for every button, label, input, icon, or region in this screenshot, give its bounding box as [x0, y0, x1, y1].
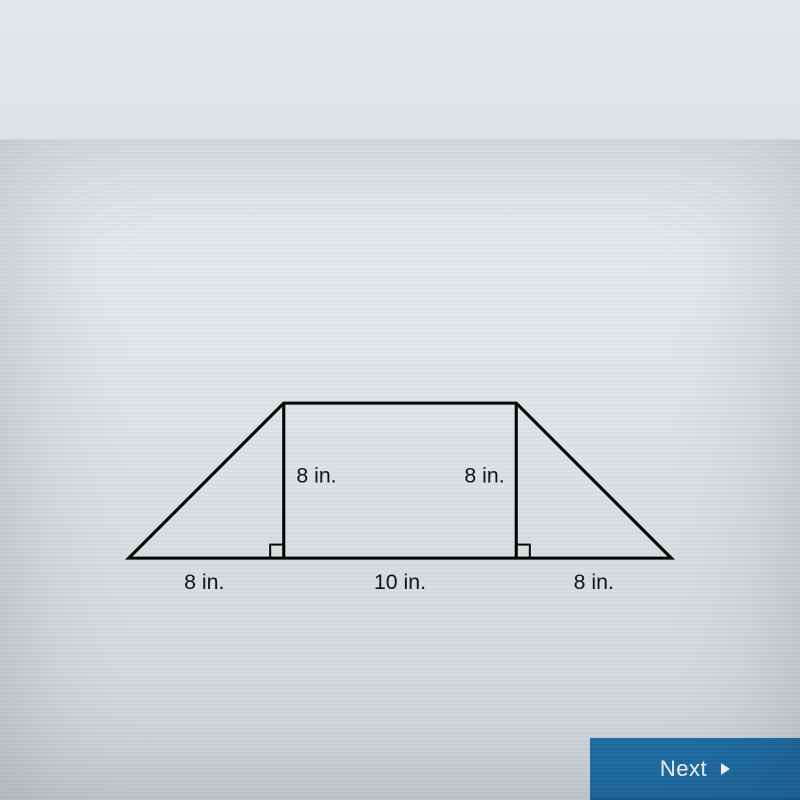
screenshot-frame: 8 in. 8 in. 8 in. 10 in. 8 in. Next [0, 0, 800, 800]
trapezoid-diagram: 8 in. 8 in. 8 in. 10 in. 8 in. [90, 370, 710, 630]
label-height-left: 8 in. [296, 464, 336, 488]
label-height-right: 8 in. [464, 464, 504, 488]
browser-top-band [0, 0, 800, 140]
label-base-right: 8 in. [574, 570, 614, 594]
label-base-left: 8 in. [184, 570, 224, 594]
next-button[interactable]: Next [590, 738, 800, 800]
next-button-label: Next [660, 756, 707, 782]
content-area: 8 in. 8 in. 8 in. 10 in. 8 in. Next [0, 140, 800, 800]
chevron-right-icon [721, 763, 730, 775]
label-base-mid: 10 in. [374, 570, 426, 594]
